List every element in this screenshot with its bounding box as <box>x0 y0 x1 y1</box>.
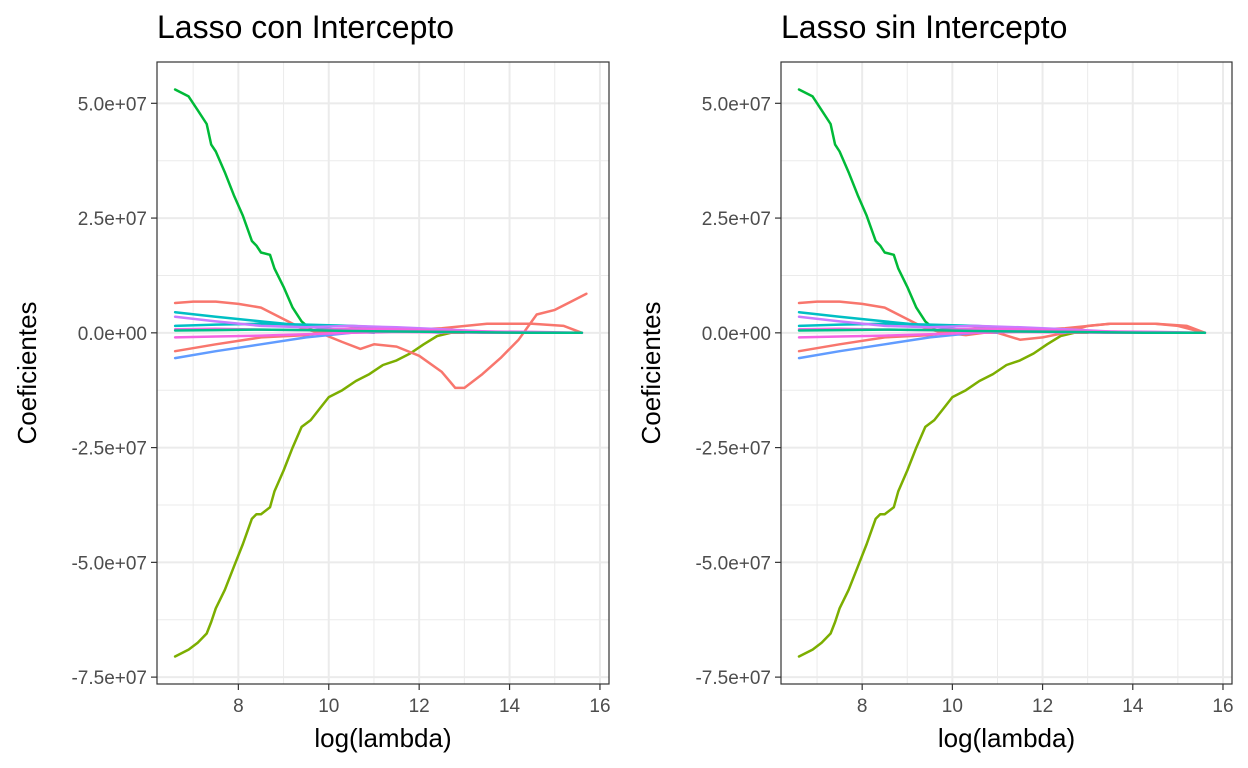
x-axis-title: log(lambda) <box>314 723 451 753</box>
x-tick-label: 16 <box>589 696 610 717</box>
chart-title: Lasso sin Intercepto <box>781 9 1067 45</box>
x-tick-label: 12 <box>1032 696 1053 717</box>
y-tick-label: 2.5e+07 <box>702 209 771 230</box>
y-tick-label: -2.5e+07 <box>695 439 771 460</box>
chart-panel-1: 8 10 12 14 16 -7.5e+07 -5.0e+07 -2.5e+07 0.0e+00… <box>12 9 611 753</box>
y-tick-label: 5.0e+07 <box>78 94 147 115</box>
y-tick-label: -2.5e+07 <box>71 439 147 460</box>
series-line-1 <box>173 88 321 335</box>
y-tick-label: 2.5e+07 <box>78 209 147 230</box>
series-line-11 <box>797 328 1207 335</box>
chart-panel-2: 8 10 12 14 16 -7.5e+07 -5.0e+07 -2.5e+07 0.0e+00… <box>636 9 1234 753</box>
y-axis-title: Coeficientes <box>12 301 42 444</box>
chart-title: Lasso con Intercepto <box>157 9 454 45</box>
plot-background <box>157 62 609 684</box>
series-group <box>173 88 588 658</box>
plot-background <box>781 62 1232 684</box>
x-tick-label: 14 <box>499 696 521 717</box>
plot-border <box>780 61 1233 685</box>
series-line-2 <box>173 331 466 658</box>
series-line-1 <box>797 88 945 335</box>
y-axis-title: Coeficientes <box>636 301 666 444</box>
y-tick-label: 5.0e+07 <box>702 94 771 115</box>
y-tick-label: -5.0e+07 <box>695 553 771 574</box>
x-tick-label: 14 <box>1122 696 1144 717</box>
y-tick-label: -5.0e+07 <box>71 553 147 574</box>
series-group <box>797 88 1207 658</box>
y-tick-label: 0.0e+00 <box>78 324 147 345</box>
x-axis-title: log(lambda) <box>938 723 1075 753</box>
x-tick-label: 10 <box>318 696 339 717</box>
series-line-11 <box>173 328 584 335</box>
y-tick-label: -7.5e+07 <box>71 668 147 689</box>
y-tick-label: 0.0e+00 <box>702 324 771 345</box>
series-line-2 <box>797 331 1089 658</box>
x-tick-label: 8 <box>857 696 868 717</box>
x-tick-label: 8 <box>233 696 244 717</box>
x-tick-label: 16 <box>1212 696 1233 717</box>
y-tick-label: -7.5e+07 <box>695 668 771 689</box>
plot-border <box>156 61 610 685</box>
x-tick-label: 12 <box>409 696 430 717</box>
x-tick-label: 10 <box>942 696 963 717</box>
